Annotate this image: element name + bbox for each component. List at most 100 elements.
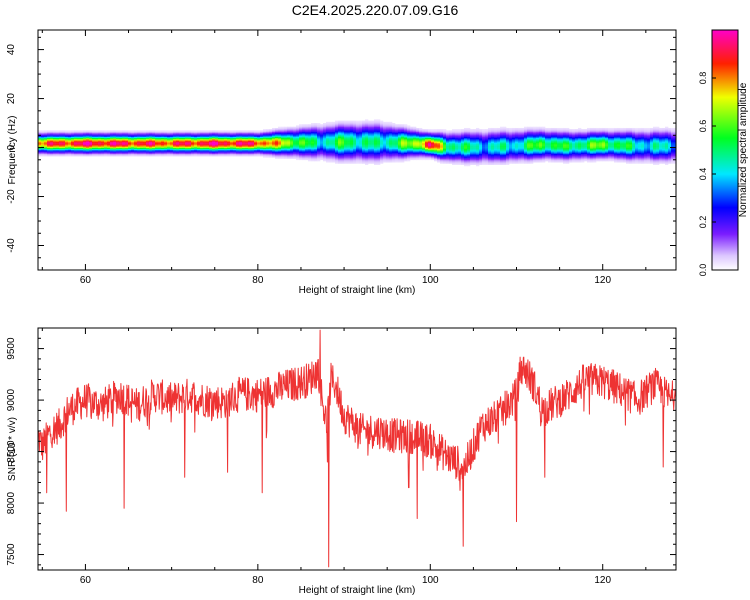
spectrogram-cell bbox=[326, 123, 330, 125]
spectrogram-cell bbox=[515, 138, 519, 141]
spectrogram-cell bbox=[584, 156, 588, 158]
spectrogram-cell bbox=[425, 154, 429, 157]
spectrogram-cell bbox=[419, 158, 423, 161]
spectrogram-cell bbox=[332, 154, 336, 157]
spectrogram-cell bbox=[239, 134, 243, 136]
spectrogram-cell bbox=[557, 135, 561, 137]
spectrogram-cell bbox=[416, 134, 420, 136]
spectrogram-cell bbox=[485, 159, 489, 162]
spectrogram-cell bbox=[116, 146, 120, 148]
spectrogram-cell bbox=[167, 136, 171, 139]
spectrogram-cell bbox=[392, 151, 396, 153]
spectrogram-cell bbox=[365, 121, 369, 124]
spectrogram-cell bbox=[59, 142, 63, 145]
spectrogram-cell bbox=[449, 138, 453, 141]
spectrogram-cell bbox=[290, 156, 294, 158]
spectrogram-cell bbox=[389, 130, 393, 132]
spectrogram-cell bbox=[155, 143, 159, 146]
spectrogram-cell bbox=[398, 161, 402, 163]
spectrogram-cell bbox=[350, 120, 354, 123]
spectrogram-cell bbox=[476, 150, 480, 152]
spectrogram-cell bbox=[452, 152, 456, 154]
spectrogram-cell bbox=[155, 131, 159, 134]
spectrogram-cell bbox=[371, 127, 375, 130]
spectrogram-cell bbox=[500, 134, 504, 136]
spectrogram-cell bbox=[545, 159, 549, 162]
spectrogram-cell bbox=[323, 129, 327, 131]
spectrogram-cell bbox=[560, 156, 564, 158]
spectrogram-cell bbox=[47, 130, 51, 132]
spectrogram-cell bbox=[347, 131, 351, 134]
spectrogram-cell bbox=[503, 151, 507, 153]
spectrogram-cell bbox=[86, 150, 90, 152]
spectrogram-cell bbox=[575, 153, 579, 156]
spectrogram-cell bbox=[236, 134, 240, 136]
spectrogram-cell bbox=[500, 132, 504, 135]
spectrogram-cell bbox=[101, 136, 105, 139]
spectrogram-cell bbox=[389, 137, 393, 140]
spectrogram-cell bbox=[296, 145, 300, 147]
spectrogram-cell bbox=[95, 131, 99, 134]
spectrogram-cell bbox=[353, 124, 357, 126]
spectrogram-cell bbox=[140, 154, 144, 157]
spectrogram-cell bbox=[557, 132, 561, 135]
spectrogram-cell bbox=[344, 123, 348, 125]
spectrogram-cell bbox=[413, 137, 417, 140]
spectrogram-cell bbox=[107, 143, 111, 146]
spectrogram-cell bbox=[167, 140, 171, 142]
spectrogram-cell bbox=[413, 127, 417, 130]
spectrogram-cell bbox=[293, 126, 297, 129]
spectrogram-cell bbox=[593, 142, 597, 145]
spectrogram-cell bbox=[365, 135, 369, 137]
spectrogram-cell bbox=[473, 161, 477, 163]
spectrogram-cell bbox=[209, 148, 213, 151]
spectrogram-cell bbox=[281, 146, 285, 148]
spectrogram-cell bbox=[608, 156, 612, 158]
spectrogram-cell bbox=[572, 138, 576, 141]
spectrogram-cell bbox=[389, 151, 393, 153]
spectrogram-cell bbox=[365, 148, 369, 151]
spectrogram-cell bbox=[533, 132, 537, 135]
spectrogram-cell bbox=[491, 137, 495, 140]
spectrogram-cell bbox=[338, 153, 342, 156]
spectrogram-cell bbox=[494, 134, 498, 136]
spectrogram-cell bbox=[215, 142, 219, 145]
spectrogram-cell bbox=[38, 148, 42, 151]
spectrogram-cell bbox=[395, 151, 399, 153]
spectrogram-cell bbox=[533, 145, 537, 147]
spectrogram-cell bbox=[101, 141, 105, 143]
spectrogram-cell bbox=[416, 156, 420, 158]
spectrogram-cell bbox=[65, 135, 69, 137]
spectrogram-cell bbox=[317, 135, 321, 137]
spectrogram-cell bbox=[476, 162, 480, 164]
spectrogram-cell bbox=[596, 153, 600, 156]
spectrogram-cell bbox=[233, 137, 237, 140]
spectrogram-cell bbox=[542, 146, 546, 148]
spectrogram-cell bbox=[197, 137, 201, 140]
spectrogram-cell bbox=[299, 130, 303, 132]
spectrogram-cell bbox=[110, 140, 114, 142]
spectrogram-cell bbox=[257, 154, 261, 157]
spectrogram-cell bbox=[50, 142, 54, 145]
spectrogram-cell bbox=[527, 129, 531, 131]
spectrogram-cell bbox=[527, 132, 531, 135]
spectrogram-cell bbox=[605, 138, 609, 141]
spectrogram-cell bbox=[287, 131, 291, 134]
spectrogram-cell bbox=[509, 151, 513, 153]
spectrogram-cell bbox=[254, 152, 258, 154]
spectrogram-cell bbox=[497, 131, 501, 134]
spectrogram-cell bbox=[131, 136, 135, 139]
spectrogram-cell bbox=[305, 126, 309, 129]
spectrogram-cell bbox=[359, 146, 363, 148]
spectrogram-cell bbox=[419, 151, 423, 153]
spectrogram-cell bbox=[341, 158, 345, 161]
spectrogram-cell bbox=[164, 151, 168, 153]
spectrogram-cell bbox=[95, 153, 99, 156]
spectrogram-cell bbox=[104, 132, 108, 135]
spectrogram-cell bbox=[80, 150, 84, 152]
spectrogram-cell bbox=[527, 141, 531, 143]
spectrogram-cell bbox=[383, 150, 387, 152]
spectrogram-cell bbox=[563, 143, 567, 146]
spectrogram-cell bbox=[113, 130, 117, 132]
spectrogram-cell bbox=[134, 146, 138, 148]
